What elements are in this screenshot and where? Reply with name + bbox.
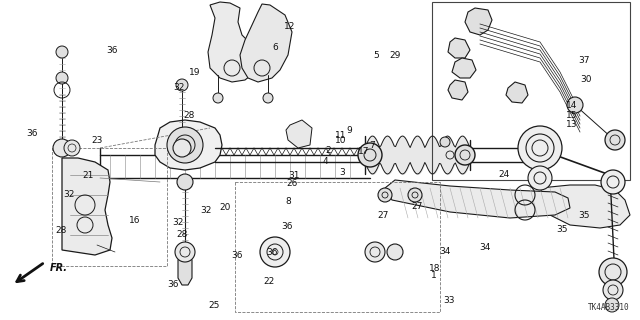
Circle shape	[365, 242, 385, 262]
Text: 13: 13	[566, 120, 577, 129]
Bar	[432, 2, 630, 180]
Circle shape	[56, 46, 68, 58]
Circle shape	[603, 280, 623, 300]
Text: 17: 17	[358, 147, 369, 156]
Polygon shape	[452, 58, 476, 78]
Text: 36: 36	[231, 251, 243, 260]
Circle shape	[601, 170, 625, 194]
Text: 34: 34	[479, 244, 490, 252]
Text: 9: 9	[346, 126, 351, 135]
Circle shape	[64, 140, 80, 156]
Text: 4: 4	[323, 157, 328, 166]
Polygon shape	[448, 38, 470, 58]
Text: 36: 36	[26, 129, 38, 138]
Text: 24: 24	[499, 170, 510, 179]
Circle shape	[167, 127, 203, 163]
Text: 18: 18	[429, 264, 441, 273]
Text: 36: 36	[106, 46, 118, 55]
Text: 36: 36	[281, 222, 292, 231]
Text: 21: 21	[83, 171, 94, 180]
Circle shape	[408, 188, 422, 202]
Text: 36: 36	[266, 248, 278, 257]
Circle shape	[605, 130, 625, 150]
Text: 1: 1	[431, 271, 436, 280]
Text: 32: 32	[173, 84, 185, 92]
Circle shape	[567, 97, 583, 113]
Circle shape	[605, 298, 619, 312]
Text: 10: 10	[335, 136, 347, 145]
Text: 2: 2	[325, 146, 330, 155]
Text: 35: 35	[578, 211, 589, 220]
Text: TK4AB3310: TK4AB3310	[588, 303, 630, 312]
Text: 31: 31	[289, 171, 300, 180]
Bar	[235, 182, 440, 312]
Circle shape	[378, 188, 392, 202]
Text: 37: 37	[578, 56, 589, 65]
Text: 29: 29	[390, 51, 401, 60]
Circle shape	[599, 258, 627, 286]
Text: 5: 5	[373, 52, 378, 60]
Polygon shape	[208, 2, 258, 82]
Polygon shape	[465, 8, 492, 35]
Polygon shape	[540, 185, 630, 228]
Text: 32: 32	[200, 206, 212, 215]
Text: 23: 23	[92, 136, 103, 145]
Text: 35: 35	[556, 225, 568, 234]
Polygon shape	[240, 4, 292, 82]
Circle shape	[387, 244, 403, 260]
Circle shape	[175, 242, 195, 262]
Text: 28: 28	[183, 111, 195, 120]
Text: 33: 33	[444, 296, 455, 305]
Text: 30: 30	[580, 75, 592, 84]
Circle shape	[53, 139, 71, 157]
Polygon shape	[385, 180, 570, 218]
Text: 3: 3	[340, 168, 345, 177]
Polygon shape	[448, 80, 468, 100]
Text: 28: 28	[177, 230, 188, 239]
Text: 34: 34	[439, 247, 451, 256]
Circle shape	[263, 93, 273, 103]
Circle shape	[260, 237, 290, 267]
Text: 8: 8	[286, 197, 291, 206]
Text: 22: 22	[263, 277, 275, 286]
Text: 28: 28	[55, 226, 67, 235]
Polygon shape	[178, 255, 192, 285]
Text: 26: 26	[287, 180, 298, 188]
Text: 27: 27	[412, 202, 423, 211]
Text: 15: 15	[566, 111, 577, 120]
Circle shape	[358, 143, 382, 167]
Text: 16: 16	[129, 216, 140, 225]
Circle shape	[518, 126, 562, 170]
Text: 7: 7	[369, 141, 374, 150]
Circle shape	[440, 137, 450, 147]
Circle shape	[176, 79, 188, 91]
Text: 32: 32	[63, 190, 75, 199]
Text: 11: 11	[335, 131, 347, 140]
Circle shape	[213, 93, 223, 103]
Circle shape	[528, 166, 552, 190]
Polygon shape	[155, 120, 222, 170]
Text: 6: 6	[273, 43, 278, 52]
Text: 25: 25	[209, 301, 220, 310]
Polygon shape	[506, 82, 528, 103]
Text: 12: 12	[284, 22, 296, 31]
Text: FR.: FR.	[50, 263, 68, 273]
Text: 27: 27	[377, 211, 388, 220]
Circle shape	[173, 139, 191, 157]
Text: 36: 36	[167, 280, 179, 289]
Bar	[52, 148, 167, 266]
Text: 20: 20	[220, 203, 231, 212]
Circle shape	[56, 72, 68, 84]
Text: 14: 14	[566, 101, 577, 110]
Circle shape	[177, 174, 193, 190]
Text: 19: 19	[189, 68, 200, 77]
Polygon shape	[286, 120, 312, 148]
Circle shape	[455, 145, 475, 165]
Polygon shape	[62, 158, 112, 255]
Text: 32: 32	[172, 218, 184, 227]
